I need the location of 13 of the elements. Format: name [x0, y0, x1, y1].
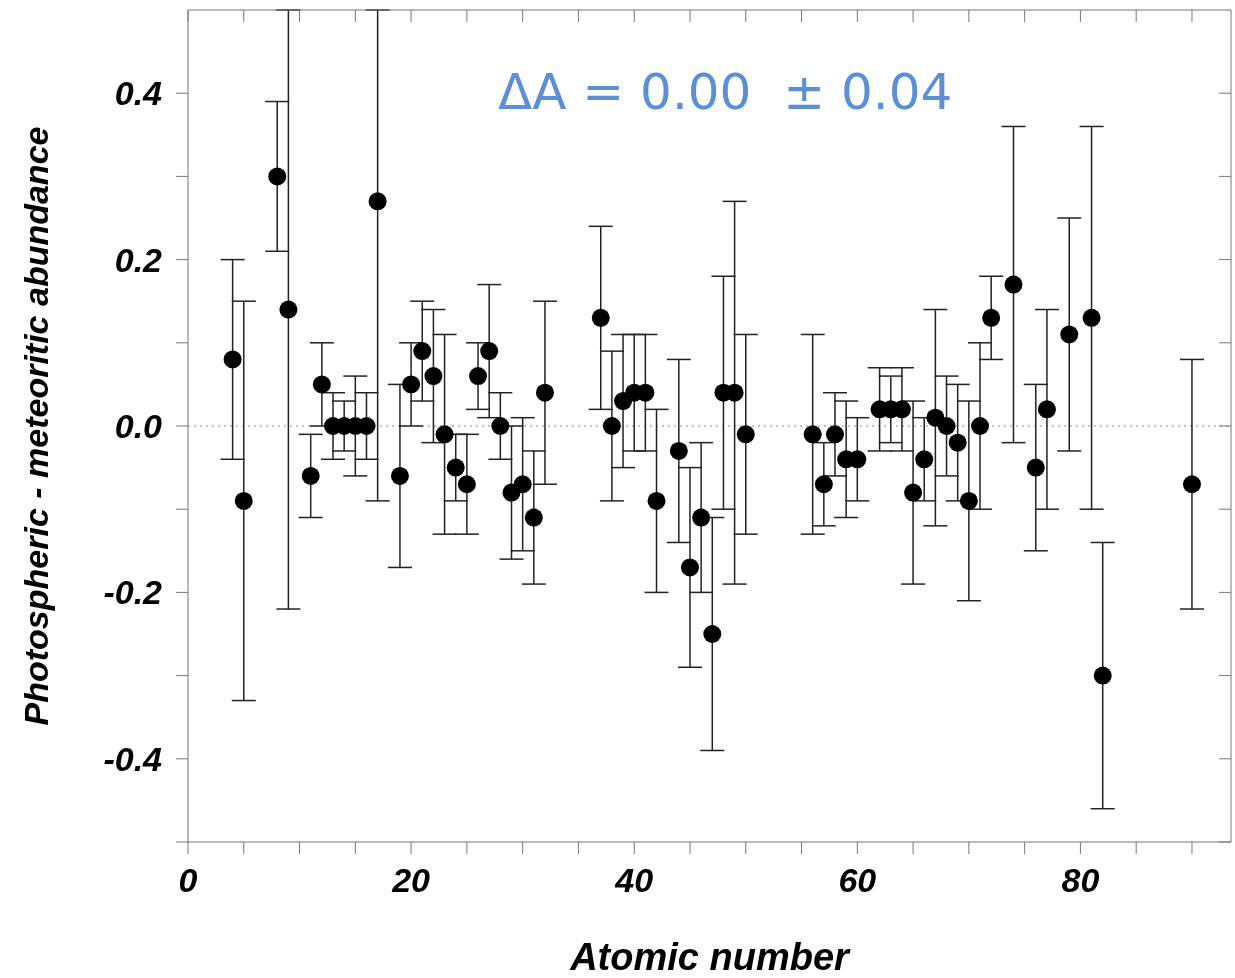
x-tick-label: 60 [838, 861, 877, 900]
y-tick-label: 0.0 [114, 407, 163, 446]
annotation: ΔA = 0.00 ± 0.04 [498, 63, 953, 121]
x-axis-title: Atomic number [569, 936, 852, 978]
x-tick-label: 0 [178, 861, 198, 900]
y-tick-label: -0.4 [103, 739, 163, 778]
y-tick-label: -0.2 [103, 573, 163, 612]
y-tick-label: 0.4 [114, 74, 163, 113]
x-tick-label: 20 [391, 861, 431, 900]
y-tick-label: 0.2 [114, 240, 163, 279]
y-axis-title: Photospheric - meteoritic abundance [17, 126, 56, 726]
x-tick-label: 80 [1061, 861, 1100, 900]
x-tick-label: 40 [614, 861, 654, 900]
